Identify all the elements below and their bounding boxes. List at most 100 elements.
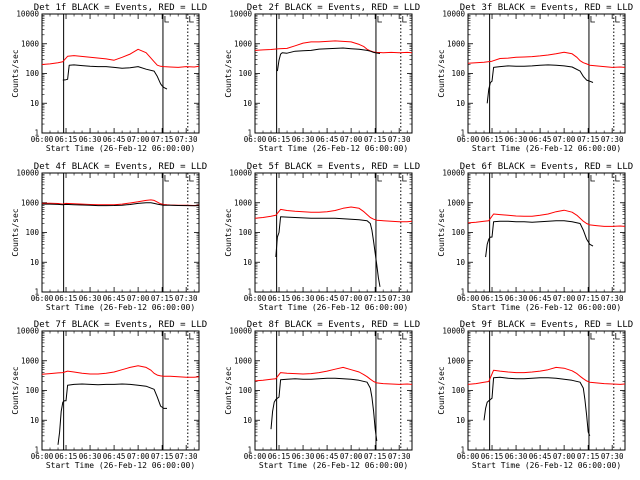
panel-title: Det 8f BLACK = Events, RED = LLD [247,320,420,330]
x-axis-label: Start Time (26-Feb-12 06:00:00) [472,461,621,470]
x-tick-label: 06:45 [316,135,339,144]
marker-bracket [402,175,407,182]
x-tick-label: 06:45 [103,135,126,144]
x-axis-label: Start Time (26-Feb-12 06:00:00) [259,144,408,153]
series-line-lld [41,365,200,378]
y-axis-label: Counts/sec [11,366,20,414]
panel-title: Det 3f BLACK = Events, RED = LLD [460,3,633,13]
x-tick-label: 07:15 [577,452,600,461]
plot-frame [254,13,413,134]
series-line-lld [467,209,626,227]
panel-5: Det 5f BLACK = Events, RED = LLD 1 10 100 10… [224,162,420,312]
x-tick-label: 07:15 [151,135,174,144]
x-tick-label: 06:45 [316,452,339,461]
y-tick-label: 10 [456,99,466,108]
y-tick-label: 1000 [21,39,40,48]
series-line-lld [41,48,200,68]
y-tick-label: 1000 [447,39,466,48]
y-tick-label: 1 [34,129,39,138]
x-tick-label: 07:30 [388,135,411,144]
y-tick-label: 1000 [21,198,40,207]
y-tick-label: 10000 [229,169,252,178]
y-tick-label: 10 [456,416,466,425]
x-tick-label: 07:00 [553,294,576,303]
y-tick-label: 10000 [16,327,39,336]
x-tick-label: 07:00 [340,294,363,303]
y-axis-label: Counts/sec [437,208,446,256]
x-tick-label: 07:30 [175,294,198,303]
x-axis-label: Start Time (26-Feb-12 06:00:00) [46,144,195,153]
marker-bracket [377,333,382,340]
x-tick-label: 06:45 [529,452,552,461]
x-tick-label: 06:15 [55,452,78,461]
x-tick-label: 06:45 [529,135,552,144]
y-axis-label: Counts/sec [437,366,446,414]
x-tick-label: 06:30 [79,452,102,461]
x-tick-label: 07:00 [553,452,576,461]
x-tick-label: 07:30 [601,294,624,303]
panel-title: Det 6f BLACK = Events, RED = LLD [460,162,633,172]
y-tick-label: 10 [30,416,40,425]
y-axis-label: Counts/sec [224,208,233,256]
x-tick-label: 06:15 [268,294,291,303]
marker-bracket [377,175,382,182]
y-tick-label: 10000 [229,10,252,19]
series-line-events [62,64,168,90]
x-tick-label: 06:15 [268,452,291,461]
x-tick-label: 07:30 [388,452,411,461]
series-line-lld [254,366,413,385]
y-tick-label: 100 [451,228,465,237]
x-tick-label: 06:00 [31,294,54,303]
x-tick-label: 07:15 [151,294,174,303]
series-line-events [42,202,200,207]
series-line-events [276,47,381,72]
plot-frame [467,172,626,293]
marker-bracket [615,333,620,340]
x-tick-label: 06:30 [292,135,315,144]
x-tick-label: 06:00 [457,135,480,144]
y-tick-label: 10000 [442,327,465,336]
x-tick-label: 07:00 [340,135,363,144]
y-tick-label: 100 [25,69,39,78]
y-axis-label: Counts/sec [224,49,233,97]
x-tick-label: 06:15 [55,294,78,303]
marker-bracket [590,16,595,23]
y-axis-label: Counts/sec [11,208,20,256]
series-line-lld [254,40,413,54]
x-tick-label: 06:30 [505,135,528,144]
y-tick-label: 1000 [234,356,253,365]
x-tick-label: 06:00 [457,294,480,303]
plot-frame [254,330,413,451]
plot-frame [41,13,200,134]
panel-title: Det 7f BLACK = Events, RED = LLD [34,320,207,330]
marker-bracket [590,175,595,182]
y-tick-label: 10000 [229,327,252,336]
panel-7: Det 7f BLACK = Events, RED = LLD 1 10 100 10… [11,320,207,470]
series-line-events [270,377,378,442]
x-tick-label: 07:00 [127,452,150,461]
x-tick-label: 06:15 [481,135,504,144]
series-line-lld [254,206,413,223]
y-tick-label: 100 [25,386,39,395]
series-line-events [57,383,167,445]
y-tick-label: 1 [460,129,465,138]
panel-title: Det 5f BLACK = Events, RED = LLD [247,162,420,172]
x-tick-label: 07:30 [601,452,624,461]
marker-bracket [402,16,407,23]
y-tick-label: 10 [243,258,253,267]
x-tick-label: 06:00 [244,294,267,303]
y-tick-label: 10 [243,416,253,425]
x-tick-label: 07:15 [364,452,387,461]
series-line-events [483,376,591,436]
panel-2: Det 2f BLACK = Events, RED = LLD 1 10 100 10… [224,3,420,153]
plot-frame [467,330,626,451]
x-tick-label: 06:15 [481,452,504,461]
y-tick-label: 10000 [16,169,39,178]
y-tick-label: 1000 [447,198,466,207]
x-tick-label: 06:30 [292,294,315,303]
marker-bracket [189,175,194,182]
y-tick-label: 100 [238,228,252,237]
panel-6: Det 6f BLACK = Events, RED = LLD 1 10 100 10… [437,162,633,312]
panel-title: Det 9f BLACK = Events, RED = LLD [460,320,633,330]
